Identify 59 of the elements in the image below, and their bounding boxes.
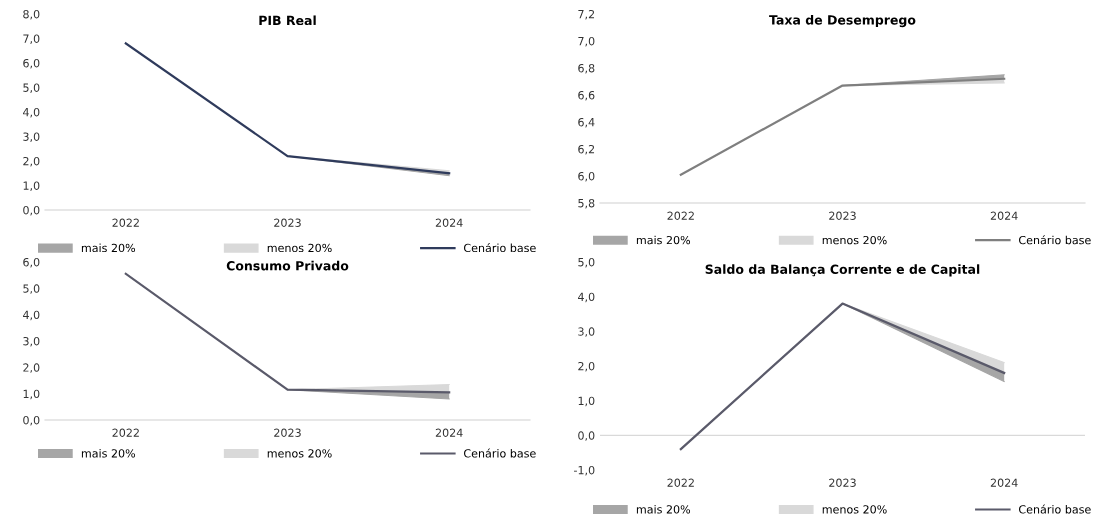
y-tick-label: 4,0 [23,107,40,118]
y-tick-label: 6,8 [578,63,595,74]
legend-label: menos 20% [267,243,332,253]
legend-label: Cenário base [464,448,536,458]
x-tick-label: 2024 [435,218,463,227]
y-tick-label: 6,4 [578,117,595,128]
y-tick-label: 5,0 [23,284,40,294]
y-tick-label: 0,0 [23,205,40,216]
y-tick-label: 0,0 [23,415,40,426]
x-tick-label: 2024 [435,428,463,437]
chart-title: Taxa de Desemprego [769,14,916,28]
y-tick-label: 6,2 [578,144,595,155]
legend-label: Cenário base [1019,504,1091,514]
x-tick-label: 2023 [829,211,856,220]
y-tick-label: 2,0 [23,363,40,373]
legend-label: Cenário base [464,243,536,253]
x-tick-label: 2022 [112,218,139,227]
chart-title: Saldo da Balança Corrente e de Capital [705,264,980,277]
x-tick-label: 2022 [667,478,694,487]
y-tick-label: 6,0 [23,58,40,69]
x-tick-label: 2024 [990,211,1018,220]
y-tick-label: 1,0 [23,181,40,192]
y-tick-label: -1,0 [574,465,595,476]
y-tick-label: 5,8 [578,198,595,209]
y-tick-label: 2,0 [23,156,40,167]
x-tick-label: 2022 [667,211,694,220]
legend-label: menos 20% [822,235,887,245]
y-tick-label: 6,0 [23,257,40,268]
y-tick-label: 3,0 [23,336,40,347]
legend-label: mais 20% [81,243,136,253]
y-tick-label: 7,0 [578,36,595,47]
legend-label: Cenário base [1019,235,1091,245]
legend-label: menos 20% [822,505,887,514]
chart-title: PIB Real [259,15,316,26]
chart-title: Consumo Privado [226,260,349,271]
y-tick-label: 2,0 [578,361,595,372]
y-tick-label: 8,0 [23,9,40,20]
y-tick-label: 1,0 [578,396,595,407]
legend-label: mais 20% [636,504,691,514]
x-tick-label: 2023 [274,428,301,437]
y-tick-label: 4,0 [23,310,40,321]
y-tick-label: 1,0 [23,389,40,400]
x-tick-label: 2023 [829,478,856,487]
legend-label: mais 20% [81,448,136,458]
x-tick-label: 2023 [274,218,301,227]
y-tick-label: 7,2 [578,9,595,20]
x-tick-label: 2024 [990,478,1018,487]
y-tick-label: 7,0 [23,34,40,45]
y-tick-label: 6,0 [578,171,595,182]
y-tick-label: 5,0 [578,257,595,268]
y-tick-label: 6,6 [578,90,595,101]
y-tick-label: 4,0 [578,292,595,303]
legend-label: menos 20% [267,449,332,458]
legend-label: mais 20% [636,235,691,245]
y-tick-label: 5,0 [23,83,40,94]
y-tick-label: 3,0 [578,327,595,337]
x-tick-label: 2022 [112,428,139,437]
y-tick-label: 3,0 [23,132,40,143]
y-tick-label: 0,0 [578,431,595,441]
